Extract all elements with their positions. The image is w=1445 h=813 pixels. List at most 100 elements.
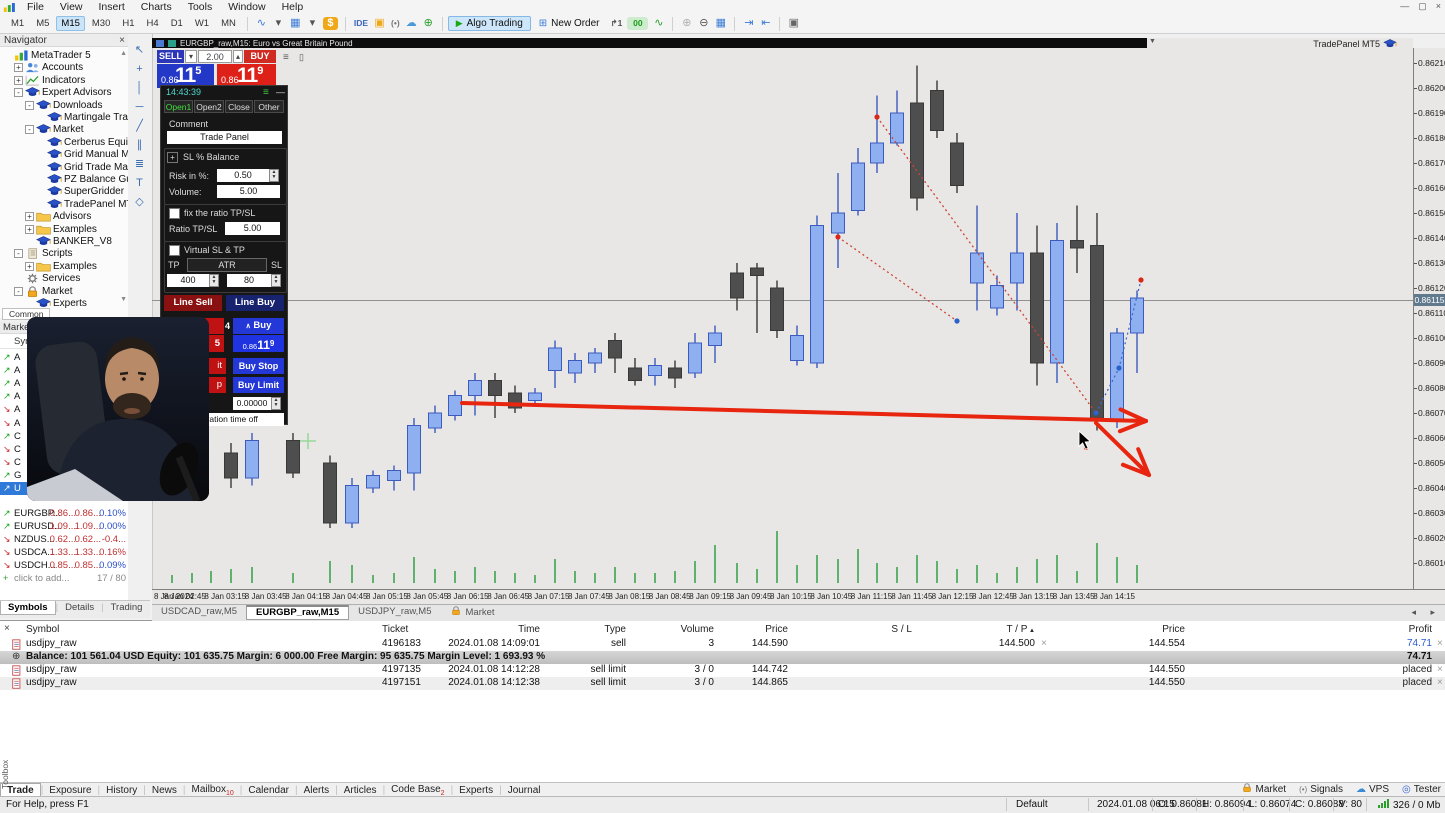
buy-stop-button[interactable]: Buy Stop: [233, 358, 284, 374]
tp-close-icon[interactable]: ×: [1041, 638, 1047, 649]
timeframe-w1[interactable]: W1: [194, 18, 210, 29]
table-row[interactable]: usdjpy_raw 4196183 2024.01.08 14:09:01 sell…: [0, 638, 1445, 651]
depth-of-market-icon[interactable]: ▯: [299, 52, 304, 62]
chart-tab-usdjpy-raw-m5[interactable]: USDJPY_raw,M5: [358, 606, 432, 617]
market-watch-row-partial[interactable]: ↘ A: [0, 417, 128, 430]
toolbox-tab-history[interactable]: History: [106, 784, 138, 796]
tree-expander[interactable]: +: [25, 212, 34, 222]
tab-other[interactable]: Other: [254, 100, 284, 113]
market-watch-row-partial[interactable]: ↘ A: [0, 403, 128, 416]
toolbox-tab-journal[interactable]: Journal: [507, 784, 541, 796]
column-header-ticket[interactable]: Ticket: [382, 624, 409, 635]
row-close-icon[interactable]: ×: [1437, 638, 1443, 649]
nav-item-martingale-trade[interactable]: Martingale Trade: [0, 112, 139, 124]
chart-tabs-scroll-arrows[interactable]: ◂ ▸: [1411, 607, 1441, 617]
risk-input[interactable]: 0.50: [217, 169, 269, 182]
risk-spinner[interactable]: ▲ ▼: [269, 169, 279, 182]
market-watch-row-partial[interactable]: ↗ C: [0, 430, 128, 443]
market-watch-row-partial[interactable]: ↗ A: [0, 364, 128, 377]
zoom-in-icon[interactable]: ⊕: [682, 17, 692, 29]
tile-windows-icon[interactable]: ▦: [715, 17, 727, 29]
navigator-scroll-up-icon[interactable]: ▲: [120, 50, 127, 57]
toolbox-close-icon[interactable]: ×: [4, 623, 10, 634]
panel-volume-input[interactable]: 5.00: [217, 185, 280, 198]
horizontal-line-icon[interactable]: ─: [135, 101, 144, 113]
line-buy-button[interactable]: Line Buy: [226, 295, 284, 311]
navigator-scroll-down-icon[interactable]: ▼: [120, 296, 127, 303]
market-watch-tab-symbols[interactable]: Symbols: [0, 601, 56, 615]
maximize-button[interactable]: ▢: [1418, 1, 1427, 11]
column-header-symbol[interactable]: Symbol: [26, 624, 60, 635]
toolbox-tab-exposure[interactable]: Exposure: [49, 784, 92, 796]
minimize-button[interactable]: —: [1400, 1, 1410, 11]
pending-price-spinner[interactable]: ▲ ▼: [271, 397, 281, 410]
nav-item-expert-advisors[interactable]: - Expert Advisors: [0, 87, 128, 99]
market-watch-row-partial[interactable]: ↘ C: [0, 456, 128, 469]
toolbox-tab-code-base[interactable]: Code Base2: [391, 783, 445, 797]
fibonacci-icon[interactable]: ≣: [134, 158, 145, 170]
menu-item-charts[interactable]: Charts: [140, 1, 172, 13]
menu-item-help[interactable]: Help: [281, 1, 304, 13]
close-button[interactable]: ×: [1435, 1, 1441, 11]
chart-shift-marker[interactable]: ▼: [1149, 38, 1156, 45]
tree-expander[interactable]: -: [14, 286, 23, 296]
timeframe-m30[interactable]: M30: [91, 18, 111, 29]
candle-type-dropdown[interactable]: ▾: [309, 17, 316, 29]
line-toggle-icon[interactable]: ∿: [654, 17, 664, 29]
market-watch-row-nzdus[interactable]: ↘ NZDUS... 0.62... 0.62... -0.4...: [0, 533, 128, 546]
nav-item-advisors[interactable]: + Advisors: [0, 211, 128, 223]
chart-tab-usdcad-raw-m5[interactable]: USDCAD_raw,M5: [161, 606, 238, 617]
market-watch-row-eurusd[interactable]: ↗ EURUSD... 1.09... 1.09... 0.00%: [0, 520, 128, 533]
nav-item-tradepanel-mt5[interactable]: TradePanel MT5: [0, 199, 138, 211]
timeframe-h1[interactable]: H1: [122, 18, 135, 29]
nav-item-experts[interactable]: Experts: [0, 298, 128, 310]
buy-button[interactable]: BUY: [244, 50, 276, 63]
shift-start-icon[interactable]: ⇤: [761, 17, 771, 29]
balance-row[interactable]: ⊕ Balance: 101 561.04 USD Equity: 101 635…: [0, 651, 1445, 664]
community-icon[interactable]: ⊕: [423, 17, 433, 29]
nav-item-market[interactable]: - Market: [0, 286, 128, 298]
toolbox-tab-mailbox[interactable]: Mailbox10: [191, 783, 234, 797]
toolbox-tab-articles[interactable]: Articles: [343, 784, 377, 796]
indicators-icon[interactable]: $: [322, 17, 338, 30]
vertical-line-icon[interactable]: │: [136, 82, 143, 94]
status-profile[interactable]: Default: [1016, 799, 1048, 810]
tree-expander[interactable]: +: [14, 63, 23, 73]
menu-item-insert[interactable]: Insert: [98, 1, 125, 13]
tree-expander[interactable]: -: [25, 100, 34, 110]
timeframe-h4[interactable]: H4: [146, 18, 159, 29]
tab-open1[interactable]: Open1: [164, 100, 193, 113]
tab-close[interactable]: Close: [225, 100, 253, 113]
row-close-icon[interactable]: ×: [1437, 664, 1443, 675]
trade-panel-menu-icon[interactable]: ≡: [263, 87, 269, 98]
market-watch-row-partial[interactable]: ↗ A: [0, 351, 128, 364]
shapes-icon[interactable]: ◇: [135, 196, 144, 208]
nav-item-downloads[interactable]: - Downloads: [0, 100, 128, 112]
fix-ratio-checkbox[interactable]: [169, 208, 180, 219]
sell-button[interactable]: SELL: [157, 50, 184, 63]
market-watch-row-usdch[interactable]: ↘ USDCH... 0.85... 0.85... 0.09%: [0, 559, 128, 572]
navigator-close-icon[interactable]: ×: [119, 35, 125, 46]
column-header-time[interactable]: Time: [518, 624, 540, 635]
panel-button-tester[interactable]: ◎ Tester: [1402, 783, 1441, 795]
buy-price-display[interactable]: 0.86 119: [217, 64, 276, 88]
tick-chart-icon[interactable]: ↱1: [610, 18, 623, 28]
menu-item-view[interactable]: View: [59, 1, 83, 13]
shift-end-icon[interactable]: ⇥: [744, 17, 754, 29]
timeframe-m15[interactable]: M15: [56, 16, 85, 31]
nav-item-examples[interactable]: + Examples: [0, 224, 128, 236]
column-header-volume[interactable]: Volume: [680, 624, 714, 635]
comment-input[interactable]: Trade Panel: [167, 131, 282, 144]
line-sell-button[interactable]: Line Sell: [164, 295, 222, 311]
nav-item-supergridder[interactable]: SuperGridder: [0, 186, 128, 198]
volume-input[interactable]: 2.00: [198, 50, 232, 63]
column-header-price[interactable]: Price: [1162, 624, 1185, 635]
column-header-t-p[interactable]: T / P ▲: [1006, 624, 1035, 635]
panel-buy-price[interactable]: 0.86119: [233, 335, 284, 352]
tree-expander[interactable]: +: [14, 75, 23, 85]
market-watch-row-eurgbp[interactable]: ↗ EURGBP... 0.86... 0.86... 0.10%: [0, 507, 128, 520]
market-watch-row-partial[interactable]: ↗ A: [0, 377, 128, 390]
atr-button[interactable]: ATR: [187, 258, 267, 272]
tree-expander[interactable]: +: [25, 224, 34, 234]
